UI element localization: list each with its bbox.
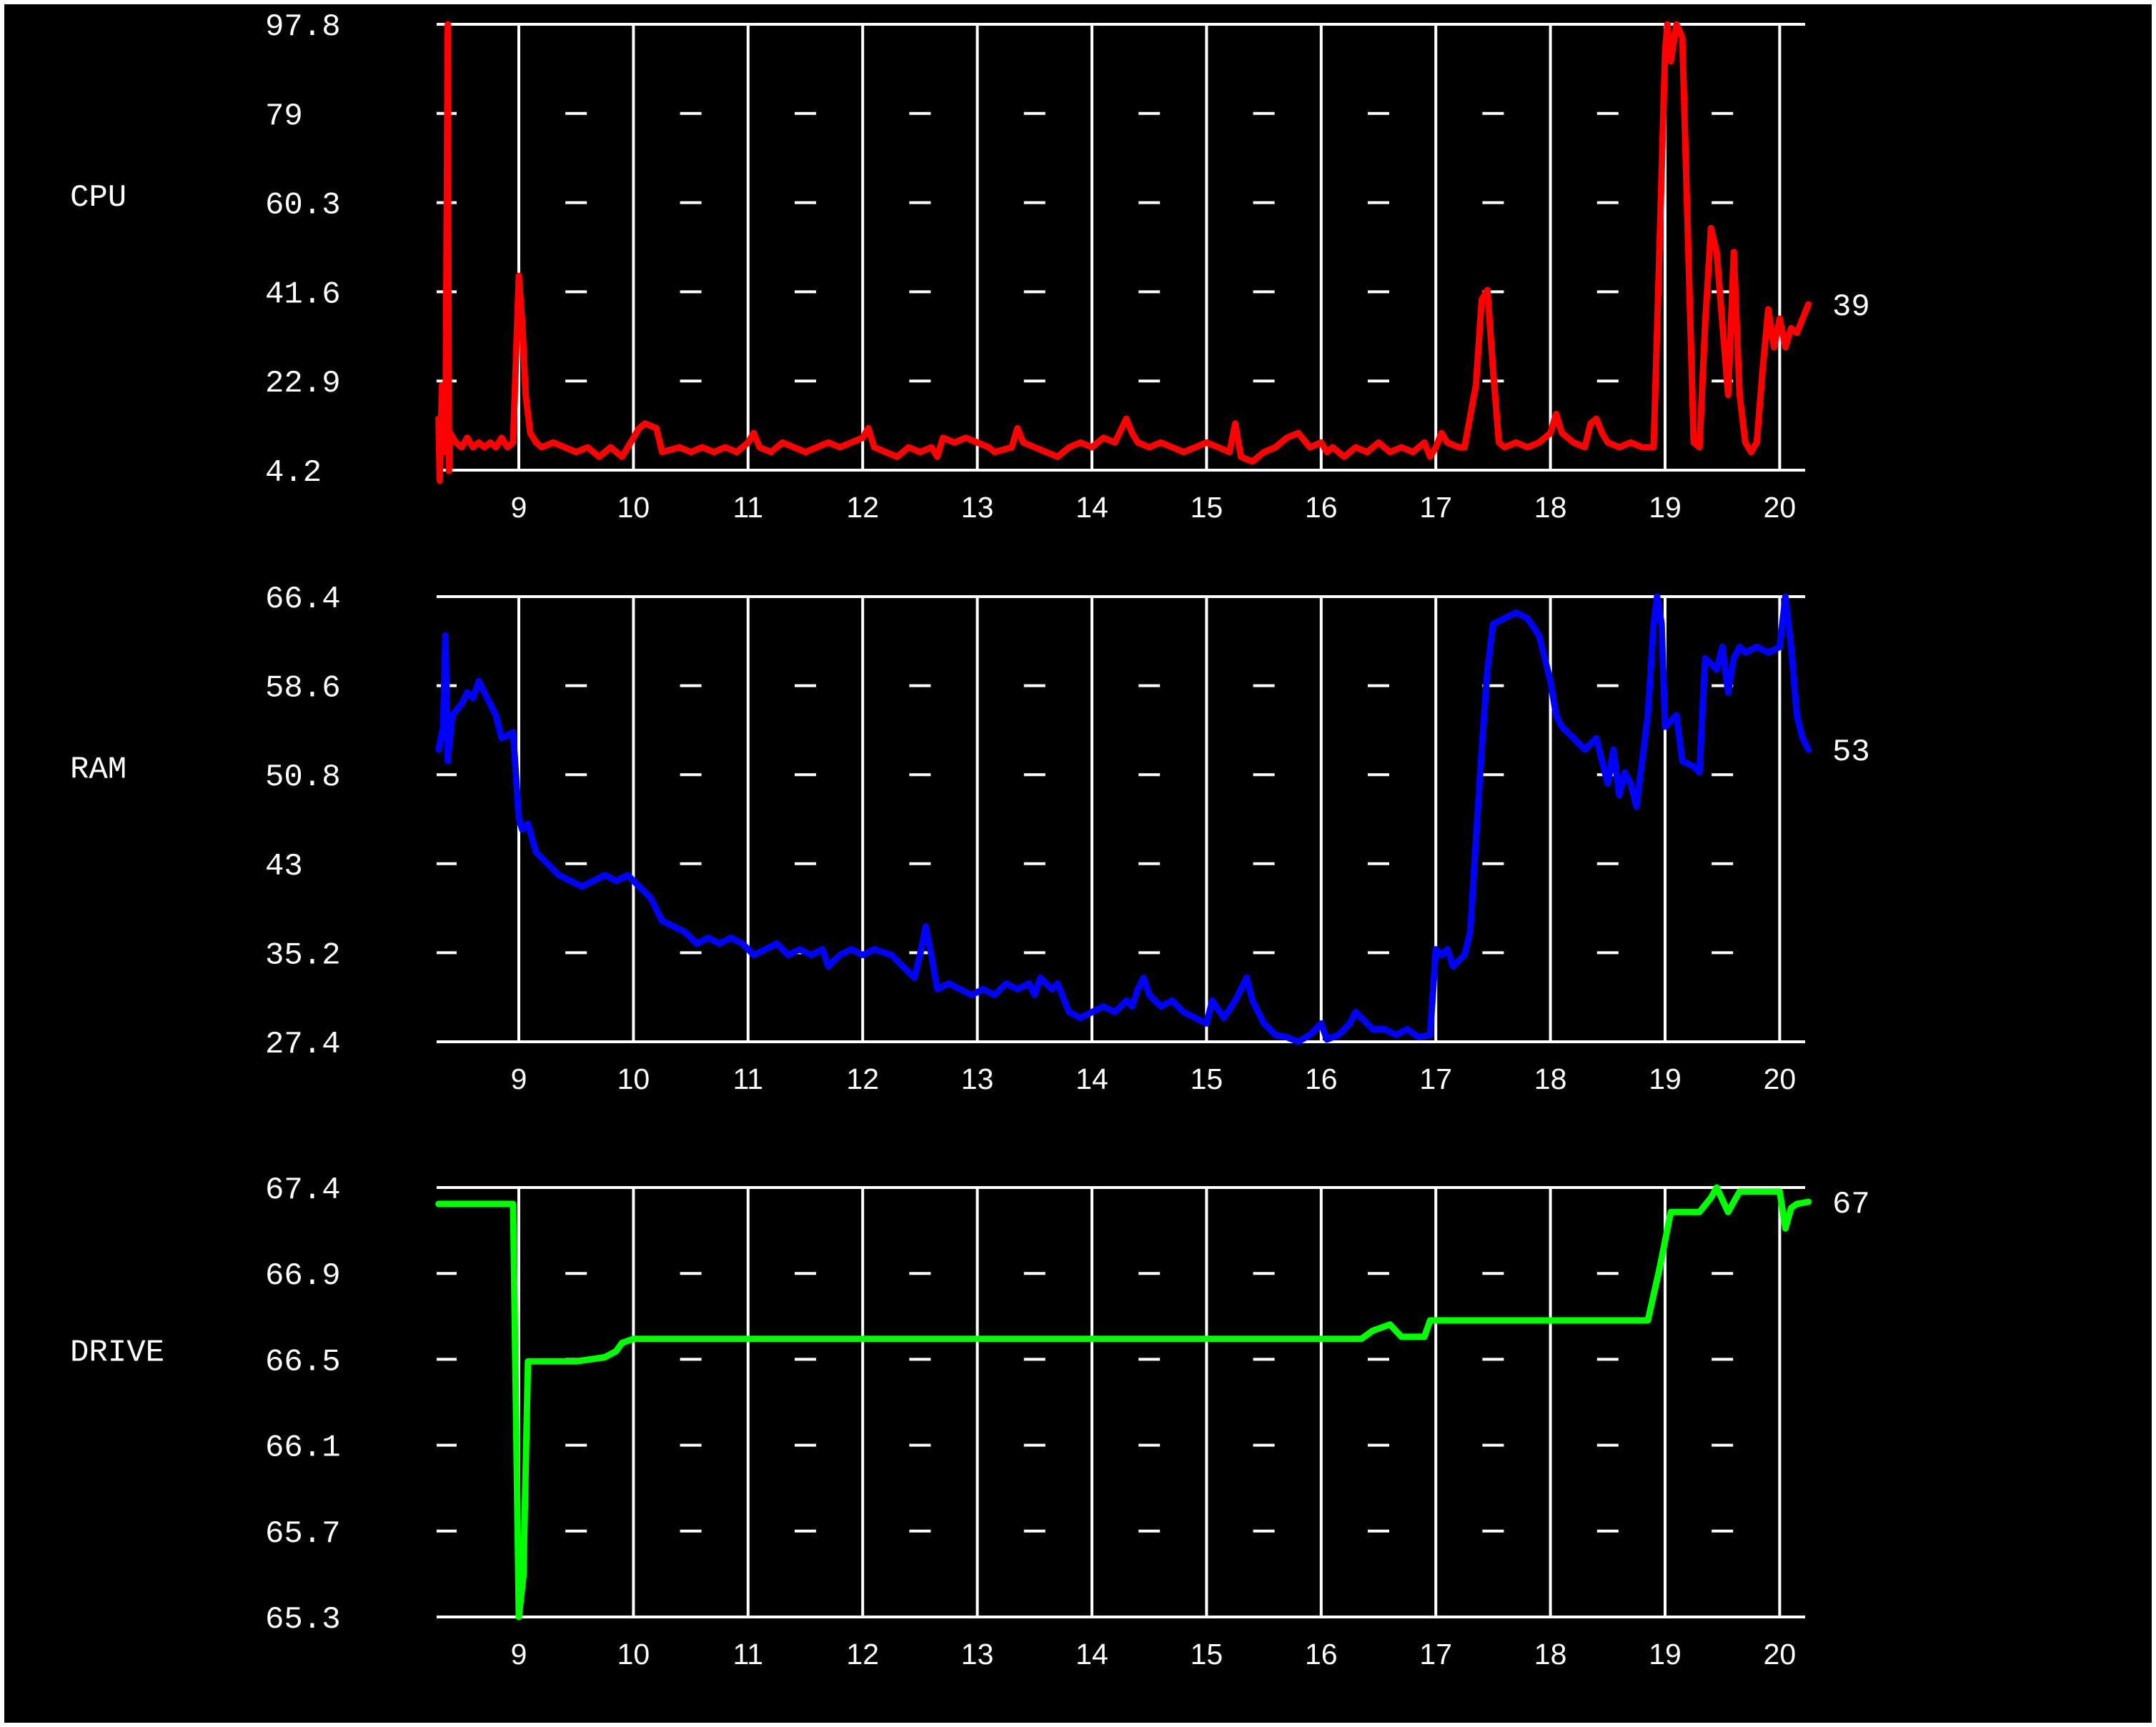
chart-2-current-value: 67: [1832, 1187, 1870, 1223]
chart-1-row-label: RAM: [70, 752, 126, 788]
chart-2-x-tick-label: 9: [511, 1638, 527, 1671]
chart-2-y-tick-label: 65.3: [265, 1602, 341, 1638]
chart-2-row-label: DRIVE: [70, 1335, 164, 1371]
chart-0-current-value: 39: [1832, 289, 1870, 325]
chart-1-x-tick-label: 17: [1419, 1062, 1452, 1095]
chart-1-x-tick-label: 13: [961, 1062, 994, 1095]
chart-0-x-tick-label: 17: [1419, 491, 1452, 524]
chart-2-x-tick-label: 12: [846, 1638, 879, 1671]
chart-1-x-tick-label: 19: [1649, 1062, 1681, 1095]
chart-0-x-tick-label: 12: [846, 491, 879, 524]
chart-1-x-tick-label: 11: [733, 1062, 764, 1095]
chart-2-y-tick-label: 65.7: [265, 1516, 341, 1552]
chart-1-x-tick-label: 15: [1191, 1062, 1223, 1095]
chart-1-y-tick-label: 27.4: [265, 1027, 341, 1062]
chart-2-y-tick-label: 66.9: [265, 1258, 341, 1294]
chart-2-x-tick-label: 11: [733, 1638, 764, 1671]
chart-1-x-tick-label: 16: [1305, 1062, 1338, 1095]
chart-0-y-tick-label: 79: [265, 99, 303, 134]
chart-0-x-tick-label: 16: [1305, 491, 1338, 524]
chart-2-y-tick-label: 66.5: [265, 1344, 341, 1380]
chart-2-y-tick-label: 67.4: [265, 1173, 341, 1208]
chart-1-y-tick-label: 50.8: [265, 760, 341, 795]
chart-0-x-tick-label: 13: [961, 491, 994, 524]
chart-0-row-label: CPU: [70, 180, 126, 216]
chart-0-x-tick-label: 10: [617, 491, 650, 524]
chart-0-x-tick-label: 9: [511, 491, 527, 524]
chart-1-y-tick-label: 66.4: [265, 582, 341, 617]
chart-0-y-tick-label: 4.2: [265, 455, 322, 491]
chart-0-x-tick-label: 20: [1764, 491, 1797, 524]
chart-0-y-tick-label: 41.6: [265, 277, 341, 312]
chart-2-x-tick-label: 20: [1764, 1638, 1797, 1671]
chart-1-x-tick-label: 10: [617, 1062, 650, 1095]
chart-2-x-tick-label: 16: [1305, 1638, 1338, 1671]
chart-2-series-line: [435, 1184, 1812, 1621]
chart-1-x-tick-label: 12: [846, 1062, 879, 1095]
chart-1-x-tick-label: 14: [1075, 1062, 1108, 1095]
chart-2-x-tick-label: 19: [1649, 1638, 1681, 1671]
chart-1-y-tick-label: 35.2: [265, 937, 341, 973]
chart-0-y-tick-label: 60.3: [265, 188, 341, 224]
chart-2-y-tick-label: 66.1: [265, 1430, 341, 1466]
charts-svg: 9 10 11 12 13 14 15 16 17 18 19 20 97.8 79 60.3 41.6 22.…: [70, 9, 1870, 1671]
chart-2-x-tick-label: 14: [1075, 1638, 1108, 1671]
chart-0-x-tick-label: 15: [1191, 491, 1223, 524]
chart-0-x-tick-label: 11: [733, 491, 764, 524]
chart-0-y-tick-label: 97.8: [265, 9, 341, 45]
chart-0-x-tick-label: 18: [1534, 491, 1567, 524]
chart-1-x-tick-label: 18: [1534, 1062, 1567, 1095]
chart-0-x-tick-label: 19: [1649, 491, 1681, 524]
chart-1-series-line: [435, 593, 1812, 1045]
chart-1-current-value: 53: [1832, 735, 1870, 770]
chart-1-x-tick-label: 20: [1764, 1062, 1797, 1095]
chart-0-x-tick-label: 14: [1075, 491, 1108, 524]
chart-1-x-tick-label: 9: [511, 1062, 527, 1095]
chart-2-x-tick-label: 13: [961, 1638, 994, 1671]
chart-canvas: 9 10 11 12 13 14 15 16 17 18 19 20 97.8 79 60.3 41.6 22.…: [4, 4, 2152, 1723]
chart-1-y-tick-label: 43: [265, 849, 303, 885]
chart-2-x-tick-label: 18: [1534, 1638, 1567, 1671]
chart-2-x-tick-label: 17: [1419, 1638, 1452, 1671]
chart-0-y-tick-label: 22.9: [265, 366, 341, 402]
chart-2-x-tick-label: 15: [1191, 1638, 1223, 1671]
chart-1-y-tick-label: 58.6: [265, 671, 341, 707]
chart-2-x-tick-label: 10: [617, 1638, 650, 1671]
chart-0-series-line: [435, 21, 1812, 484]
